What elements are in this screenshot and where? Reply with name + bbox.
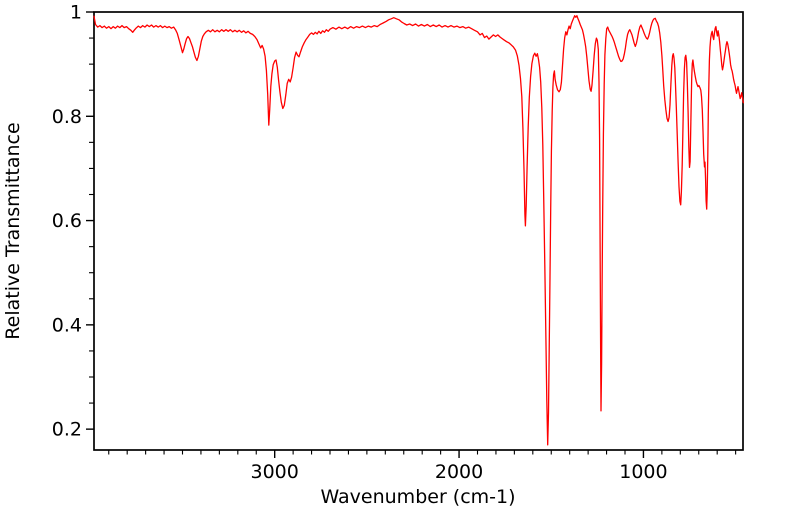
- spectrum-line-group: [93, 15, 745, 446]
- y-tick-label: 0.2: [52, 419, 82, 441]
- y-tick-label: 0.4: [52, 314, 82, 336]
- plot-border: [93, 11, 744, 451]
- plot-frame: [93, 11, 744, 451]
- x-tick-label: 2000: [435, 461, 483, 483]
- tick-labels: 3000 2000 1000 1 0.8 0.6 0.4 0.2: [52, 2, 668, 484]
- x-tick-label: 1000: [619, 461, 667, 483]
- x-tick-label: 3000: [251, 461, 299, 483]
- y-tick-label: 0.8: [52, 106, 82, 128]
- minor-ticks: [89, 37, 737, 455]
- major-ticks: [86, 11, 645, 458]
- y-axis-title: Relative Transmittance: [2, 122, 24, 339]
- y-tick-label: 1: [70, 2, 82, 24]
- x-axis-title: Wavenumber (cm-1): [320, 486, 515, 508]
- y-tick-label: 0.6: [52, 210, 82, 232]
- spectrum-line: [93, 15, 745, 446]
